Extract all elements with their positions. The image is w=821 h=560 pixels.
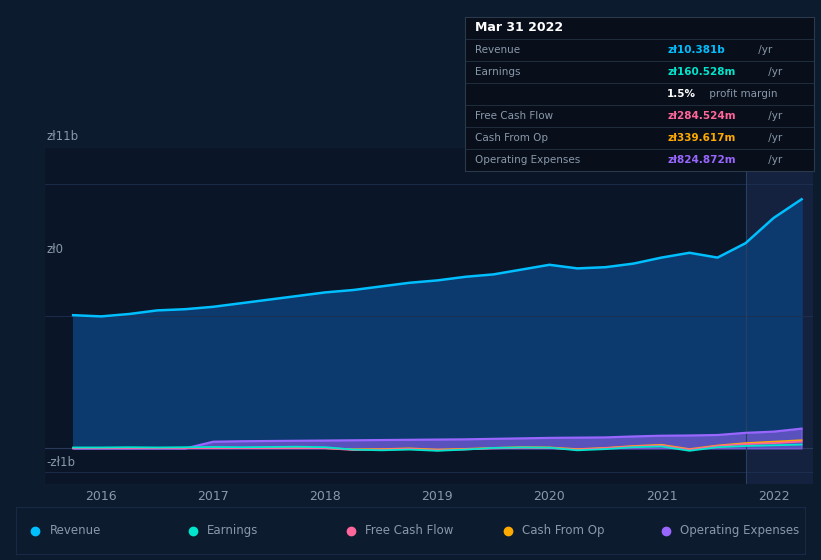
Text: /yr: /yr bbox=[765, 155, 782, 165]
Text: zł824.872m: zł824.872m bbox=[667, 155, 736, 165]
Text: /yr: /yr bbox=[755, 45, 773, 55]
Text: zł10.381b: zł10.381b bbox=[667, 45, 725, 55]
Text: Free Cash Flow: Free Cash Flow bbox=[475, 111, 553, 121]
Text: Mar 31 2022: Mar 31 2022 bbox=[475, 21, 563, 34]
Text: Earnings: Earnings bbox=[475, 67, 521, 77]
Text: zł11b: zł11b bbox=[47, 130, 79, 143]
Bar bbox=[745, 148, 813, 484]
Text: profit margin: profit margin bbox=[706, 89, 777, 99]
Text: zł339.617m: zł339.617m bbox=[667, 133, 736, 143]
Text: zł160.528m: zł160.528m bbox=[667, 67, 736, 77]
Text: Cash From Op: Cash From Op bbox=[475, 133, 548, 143]
Text: /yr: /yr bbox=[765, 133, 782, 143]
Text: /yr: /yr bbox=[765, 67, 782, 77]
Text: Earnings: Earnings bbox=[207, 524, 259, 537]
Text: Operating Expenses: Operating Expenses bbox=[680, 524, 800, 537]
Text: Operating Expenses: Operating Expenses bbox=[475, 155, 580, 165]
Text: -zł1b: -zł1b bbox=[47, 455, 76, 469]
Text: Revenue: Revenue bbox=[475, 45, 521, 55]
Text: zł284.524m: zł284.524m bbox=[667, 111, 736, 121]
Text: 1.5%: 1.5% bbox=[667, 89, 696, 99]
Text: /yr: /yr bbox=[765, 111, 782, 121]
Text: zł0: zł0 bbox=[47, 242, 64, 256]
Text: Free Cash Flow: Free Cash Flow bbox=[365, 524, 453, 537]
Text: Revenue: Revenue bbox=[49, 524, 101, 537]
Text: Cash From Op: Cash From Op bbox=[522, 524, 605, 537]
